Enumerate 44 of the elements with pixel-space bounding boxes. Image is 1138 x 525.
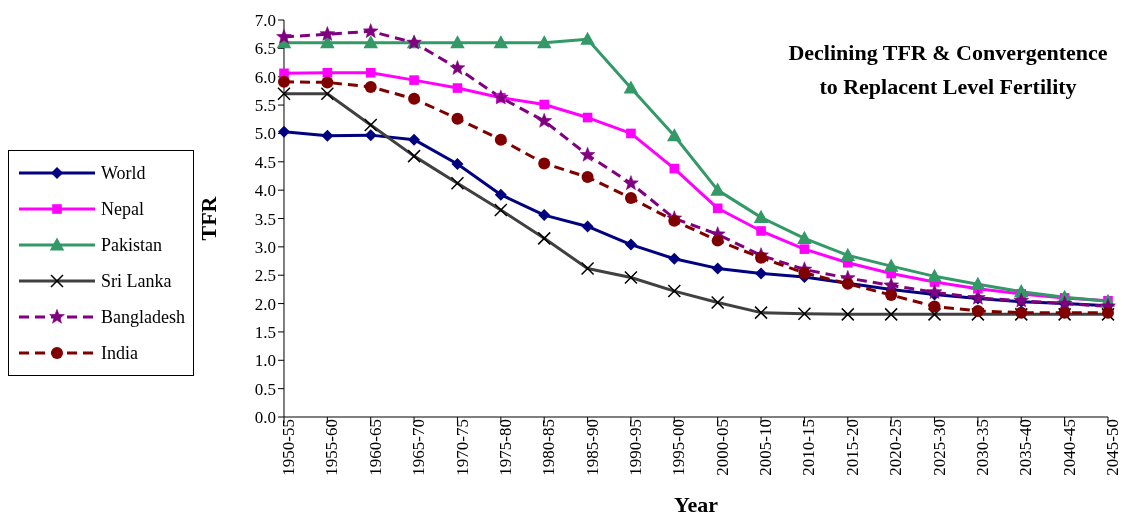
x-tick-label: 1975-80 xyxy=(495,419,515,476)
legend-label: World xyxy=(101,162,146,184)
x-tick-label: 1970-75 xyxy=(452,419,472,476)
x-tick-label: 2010-15 xyxy=(799,419,819,476)
y-tick-label: 2.5 xyxy=(254,266,276,286)
x-tick-label: 1990-95 xyxy=(626,419,646,476)
y-tick-label: 3.0 xyxy=(254,237,276,257)
legend-label: India xyxy=(101,342,138,364)
y-tick-label: 5.0 xyxy=(254,124,276,144)
x-tick-label: 2045-50 xyxy=(1103,419,1123,476)
y-tick-label: 4.5 xyxy=(254,152,276,172)
y-tick-label: 7.0 xyxy=(254,11,276,31)
x-tick-label: 2040-45 xyxy=(1059,419,1079,476)
text: Declining TFR & Convergentence to Replacent Level Fertility xyxy=(787,39,1109,101)
x-tick-label: 1965-70 xyxy=(409,419,429,476)
x-tick-label: 1995-00 xyxy=(669,419,689,476)
x-tick-label: 1980-85 xyxy=(539,419,559,476)
legend-label: Nepal xyxy=(101,198,144,220)
legend-label: Sri Lanka xyxy=(101,270,172,292)
y-tick-label: 0.5 xyxy=(254,379,276,399)
y-axis-title: TFR xyxy=(195,195,221,241)
x-tick-label: 1950-55 xyxy=(279,419,299,476)
x-tick-label: 1955-60 xyxy=(322,419,342,476)
legend-label: Pakistan xyxy=(101,234,162,256)
y-tick-label: 5.5 xyxy=(254,96,276,116)
y-tick-label: 3.5 xyxy=(254,209,276,229)
y-tick-label: 1.0 xyxy=(254,351,276,371)
x-tick-label: 2025-30 xyxy=(929,419,949,476)
y-tick-label: 2.0 xyxy=(254,294,276,314)
y-tick-label: 6.0 xyxy=(254,67,276,87)
x-tick-label: 1960-65 xyxy=(365,419,385,476)
x-tick-label: 1985-90 xyxy=(582,419,602,476)
y-tick-label: 1.5 xyxy=(254,322,276,342)
x-tick-label: 2020-25 xyxy=(886,419,906,476)
x-tick-label: 2030-35 xyxy=(972,419,992,476)
x-axis-title: Year xyxy=(674,492,719,517)
y-tick-label: 0.0 xyxy=(254,408,276,428)
x-tick-label: 2015-20 xyxy=(842,419,862,476)
y-tick-label: 6.5 xyxy=(254,39,276,59)
x-tick-label: 2035-40 xyxy=(1016,419,1036,476)
y-tick-label: 4.0 xyxy=(254,181,276,201)
x-tick-label: 2000-05 xyxy=(712,419,732,476)
x-tick-label: 2005-10 xyxy=(756,419,776,476)
legend-label: Bangladesh xyxy=(101,306,185,328)
